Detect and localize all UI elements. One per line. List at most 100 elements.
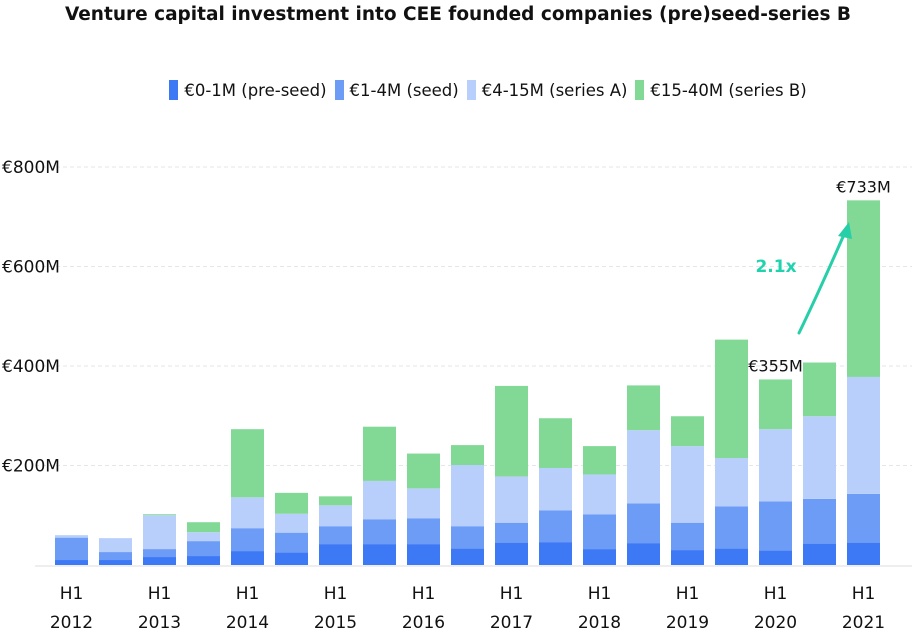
bar-segment-seed xyxy=(539,510,572,543)
bar-segment-seed xyxy=(715,506,748,549)
bar-segment-series-a xyxy=(759,429,792,502)
legend: €0-1M (pre-seed) €1-4M (seed) €4-15M (se… xyxy=(0,80,916,100)
legend-item-series-b: €15-40M (series B) xyxy=(635,80,807,100)
y-tick-label: €800M xyxy=(2,158,60,178)
bar-segment-series-a xyxy=(363,480,396,520)
bar-segment-series-b xyxy=(143,514,176,516)
bar-segment-pre-seed xyxy=(319,544,352,565)
y-tick-label: €200M xyxy=(2,457,60,477)
x-tick-label-year: 2014 xyxy=(226,613,269,633)
x-tick-label: H1 xyxy=(852,584,876,604)
y-tick-label: €400M xyxy=(2,357,60,377)
bar-segment-pre-seed xyxy=(583,549,616,565)
legend-item-seed: €1-4M (seed) xyxy=(334,80,459,100)
legend-swatch-pre-seed xyxy=(169,80,179,100)
bar-segment-pre-seed xyxy=(407,544,440,565)
bar-segment-pre-seed xyxy=(275,552,308,565)
growth-arrow-head xyxy=(838,222,852,239)
bar-segment-series-b xyxy=(187,522,220,533)
bar-segment-pre-seed xyxy=(847,542,880,565)
legend-swatch-seed xyxy=(334,80,344,100)
bar-segment-seed xyxy=(759,501,792,551)
x-tick-label-year: 2012 xyxy=(50,613,93,633)
bar-segment-seed xyxy=(495,522,528,543)
bar-segment-seed xyxy=(187,541,220,557)
legend-label-seed: €1-4M (seed) xyxy=(349,80,459,100)
growth-arrow-line xyxy=(797,228,848,335)
growth-multiplier-label: 2.1x xyxy=(755,257,796,277)
bar-total-label: €733M xyxy=(836,177,891,196)
bar-segment-series-a xyxy=(847,376,880,494)
bar-segment-seed xyxy=(319,526,352,545)
bar-segment-series-b xyxy=(231,429,264,498)
bar-segment-seed xyxy=(55,537,88,561)
bar-segment-pre-seed xyxy=(627,543,660,565)
chart-title: Venture capital investment into CEE foun… xyxy=(64,4,852,25)
bar-segment-seed xyxy=(99,552,132,561)
bar-segment-series-b xyxy=(671,416,704,447)
bar-segment-series-a xyxy=(99,538,132,553)
bar-segment-pre-seed xyxy=(495,542,528,565)
x-tick-label-year: 2020 xyxy=(754,613,797,633)
bar-segment-series-b xyxy=(495,385,528,477)
bar-segment-series-b xyxy=(539,418,572,468)
bar-segment-series-a xyxy=(539,467,572,511)
legend-label-pre-seed: €0-1M (pre-seed) xyxy=(184,80,327,100)
x-tick-label: H1 xyxy=(60,584,84,604)
x-tick-label-year: 2017 xyxy=(490,613,533,633)
legend-label-series-b: €15-40M (series B) xyxy=(650,80,807,100)
bar-segment-series-a xyxy=(319,505,352,527)
bar-segment-seed xyxy=(407,518,440,545)
bar-segment-pre-seed xyxy=(539,542,572,565)
bar-segment-series-b xyxy=(627,385,660,431)
bar-segment-series-b xyxy=(275,492,308,514)
bar-segment-seed xyxy=(583,514,616,550)
bar-segment-pre-seed xyxy=(671,550,704,565)
bar-segment-series-a xyxy=(55,535,88,538)
bar-segment-series-b xyxy=(407,453,440,489)
bar-segment-seed xyxy=(363,519,396,545)
bar-segment-seed xyxy=(451,526,484,549)
bar-segment-series-a xyxy=(275,513,308,533)
bar-segment-series-b xyxy=(759,379,792,430)
bar-segment-pre-seed xyxy=(803,543,836,565)
bar-segment-series-b xyxy=(363,426,396,481)
x-tick-label: H1 xyxy=(324,584,348,604)
bar-segment-series-a xyxy=(451,465,484,527)
bar-segment-pre-seed xyxy=(143,557,176,565)
bar-segment-pre-seed xyxy=(759,550,792,565)
legend-swatch-series-a xyxy=(466,80,476,100)
bar-segment-pre-seed xyxy=(715,548,748,565)
bar-segment-seed xyxy=(847,493,880,543)
bar-segment-pre-seed xyxy=(99,560,132,565)
x-tick-label-year: 2013 xyxy=(138,613,181,633)
bar-segment-seed xyxy=(275,532,308,553)
bar-segment-seed xyxy=(143,549,176,558)
x-tick-label-year: 2018 xyxy=(578,613,621,633)
bar-total-label: €355M xyxy=(748,356,803,375)
x-tick-label-year: 2015 xyxy=(314,613,357,633)
bar-segment-series-a xyxy=(803,416,836,499)
y-tick-label: €600M xyxy=(2,258,60,278)
x-tick-label-year: 2019 xyxy=(666,613,709,633)
bar-segment-series-b xyxy=(319,496,352,506)
bar-segment-series-a xyxy=(231,497,264,529)
bar-segment-series-b xyxy=(847,200,880,377)
x-tick-label: H1 xyxy=(412,584,436,604)
bar-segment-pre-seed xyxy=(451,548,484,565)
legend-item-pre-seed: €0-1M (pre-seed) xyxy=(169,80,327,100)
legend-swatch-series-b xyxy=(635,80,645,100)
bar-segment-pre-seed xyxy=(187,556,220,565)
bar-segment-series-a xyxy=(495,476,528,523)
bar-segment-series-a xyxy=(187,532,220,542)
legend-label-series-a: €4-15M (series A) xyxy=(481,80,628,100)
bar-segment-seed xyxy=(231,528,264,552)
bar-segment-series-b xyxy=(451,445,484,466)
bar-segment-series-a xyxy=(143,515,176,550)
x-tick-label: H1 xyxy=(500,584,524,604)
bar-segment-seed xyxy=(627,503,660,544)
bar-segment-series-b xyxy=(803,362,836,417)
legend-item-series-a: €4-15M (series A) xyxy=(466,80,628,100)
bar-segment-pre-seed xyxy=(231,551,264,565)
